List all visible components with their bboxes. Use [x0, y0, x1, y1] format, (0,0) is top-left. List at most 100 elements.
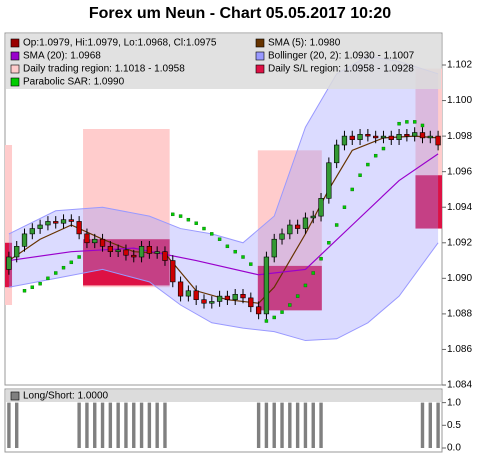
candle-body	[349, 135, 355, 140]
sar-dot	[217, 237, 222, 241]
bar	[147, 402, 152, 448]
y-tick-label: 1.100	[447, 95, 472, 106]
candle-body	[263, 256, 270, 315]
candle-body	[154, 251, 160, 254]
sar-dot	[272, 315, 276, 320]
bar	[108, 402, 113, 448]
candle-body	[334, 144, 340, 164]
candle-body	[29, 228, 35, 235]
legend-label: Op:1.0979, Hi:1.0979, Lo:1.0968, Cl:1.09…	[23, 38, 217, 49]
sar-dot	[412, 120, 417, 124]
legend-swatch	[10, 77, 20, 87]
sar-dot	[397, 121, 401, 126]
candle-body	[115, 249, 121, 252]
candle-body	[14, 246, 20, 258]
candle-body	[201, 299, 207, 304]
y-tick-label: 1.090	[447, 273, 472, 284]
bar	[272, 402, 276, 448]
candle-body	[396, 134, 402, 140]
sar-dot	[295, 294, 300, 298]
sar-dot	[225, 244, 230, 249]
sar-dot	[186, 217, 191, 222]
candle-body	[419, 132, 426, 139]
candle-body	[45, 221, 51, 226]
candle-body	[287, 224, 293, 235]
legend-swatch	[255, 64, 265, 74]
sar-dot	[46, 276, 50, 281]
candle-body	[357, 134, 363, 140]
sar-dot	[264, 319, 269, 323]
sar-dot	[241, 255, 245, 259]
bar	[85, 402, 89, 448]
legend-background	[6, 390, 441, 402]
candle-body	[193, 290, 199, 300]
y-tick-label: 1.096	[447, 166, 472, 177]
candle-body	[216, 295, 223, 302]
sar-dot	[38, 281, 42, 286]
bar	[280, 402, 284, 448]
candle-body	[294, 224, 301, 229]
sar-dot	[69, 260, 74, 265]
y-tick-label: 1.092	[447, 237, 472, 248]
candle-body	[53, 221, 59, 224]
candle-body	[138, 246, 145, 258]
bar	[295, 402, 300, 448]
bar	[77, 402, 81, 448]
candle-body	[240, 294, 246, 299]
bar	[436, 402, 440, 448]
bar	[155, 402, 159, 448]
sar-dot	[54, 271, 58, 275]
candle-body	[37, 224, 43, 229]
candle-body	[248, 297, 254, 308]
candle-body	[131, 254, 137, 258]
candle-body	[224, 295, 231, 300]
candle-body	[279, 233, 285, 240]
sar-dot	[334, 223, 339, 227]
sar-dot	[311, 271, 315, 275]
indicator-line	[8, 153, 439, 276]
sar-dot	[22, 289, 27, 293]
sar-dot	[342, 205, 347, 209]
bar	[420, 402, 425, 448]
candle-body	[302, 217, 309, 229]
candle-body	[232, 294, 238, 300]
candle-body	[177, 281, 184, 297]
legend-label: Parabolic SAR: 1.0990	[23, 77, 125, 88]
bar	[93, 402, 97, 448]
chart-title: Forex um Neun - Chart 05.05.2017 10:20	[89, 5, 391, 22]
y-tick-label: 1.094	[447, 202, 472, 213]
candle-body	[92, 238, 98, 244]
sar-dot	[288, 303, 292, 307]
sar-dot	[420, 123, 425, 128]
lower-plot: 0.0 0.5 1.0 Long/Short: 1.0000	[6, 390, 461, 454]
candle-body	[388, 135, 394, 140]
candle-body	[123, 249, 129, 256]
sar-dot	[210, 232, 214, 236]
legend-swatch	[10, 64, 20, 74]
legend-swatch	[10, 38, 20, 48]
legend-swatch	[255, 51, 265, 61]
legend-swatch	[10, 391, 20, 401]
y-tick-label: 1.084	[447, 380, 472, 391]
region	[415, 175, 442, 229]
candle-body	[318, 198, 324, 217]
candle-body	[380, 135, 387, 139]
main-overlay: 1.084 1.086 1.088 1.090 1.092 1.094 1.096 1.098…	[6, 34, 472, 391]
sar-dot	[381, 146, 386, 151]
sar-dot	[171, 212, 175, 217]
sar-dot	[327, 241, 331, 245]
bar	[100, 402, 105, 448]
region	[5, 145, 13, 305]
y-tick-label: 0.5	[447, 420, 461, 431]
sar-dot	[249, 262, 253, 266]
candle-body	[373, 135, 379, 139]
y-tick-label: 1.088	[447, 309, 472, 320]
candle-body	[107, 246, 113, 252]
sar-dot	[233, 249, 237, 254]
sar-dot	[303, 283, 308, 288]
candle-body	[341, 135, 348, 146]
bar	[264, 402, 269, 448]
candle-body	[99, 238, 106, 247]
bar	[428, 402, 432, 448]
